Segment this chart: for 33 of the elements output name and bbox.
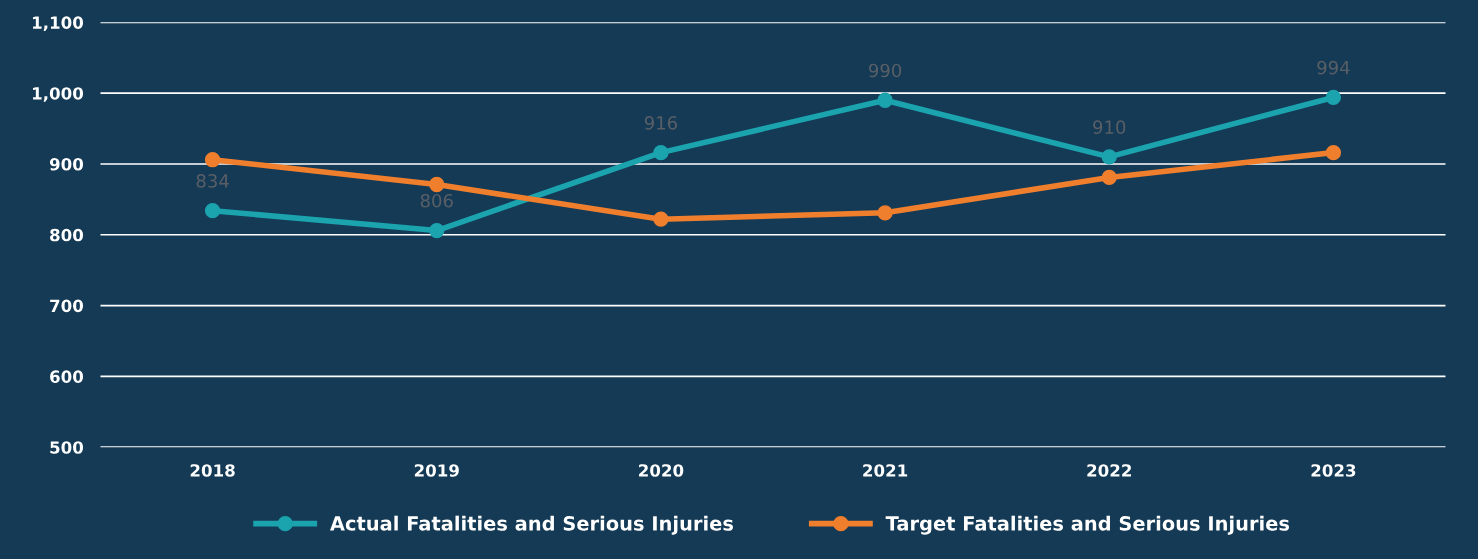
data-label: 806 <box>420 193 453 208</box>
data-label: 910 <box>1093 120 1126 134</box>
x-tick-label: 2022 <box>1087 464 1131 477</box>
point <box>877 205 893 221</box>
point <box>877 92 893 108</box>
y-tick-label: 800 <box>50 228 84 242</box>
point <box>1101 149 1117 165</box>
x-tick-label: 2018 <box>190 464 235 477</box>
x-tick-label: 2021 <box>863 464 908 477</box>
x-tick-label: 2019 <box>414 464 459 477</box>
point <box>204 203 221 219</box>
legend-label: Target Fatalities and Serious Injuries <box>885 515 1290 535</box>
data-label: 916 <box>644 116 678 130</box>
x-tick-label: 2023 <box>1311 464 1356 477</box>
point <box>204 152 221 168</box>
point <box>653 145 669 161</box>
point <box>653 211 669 227</box>
data-label: 990 <box>868 63 902 78</box>
point <box>1325 145 1342 161</box>
data-label: 834 <box>196 174 229 188</box>
y-tick-label: 900 <box>49 157 84 171</box>
y-tick-label: 1,000 <box>33 87 84 102</box>
point <box>429 222 445 239</box>
y-tick-label: 700 <box>50 299 84 313</box>
x-tick-label: 2020 <box>639 464 684 477</box>
legend-label: Actual Fatalities and Serious Injuries <box>330 515 733 535</box>
data-label: 994 <box>1317 60 1350 75</box>
y-tick-label: 500 <box>50 441 84 454</box>
point <box>1325 89 1342 106</box>
point <box>429 176 445 193</box>
y-tick-label: 600 <box>50 370 84 383</box>
point <box>1101 169 1117 186</box>
y-tick-label: 1,100 <box>33 16 84 32</box>
